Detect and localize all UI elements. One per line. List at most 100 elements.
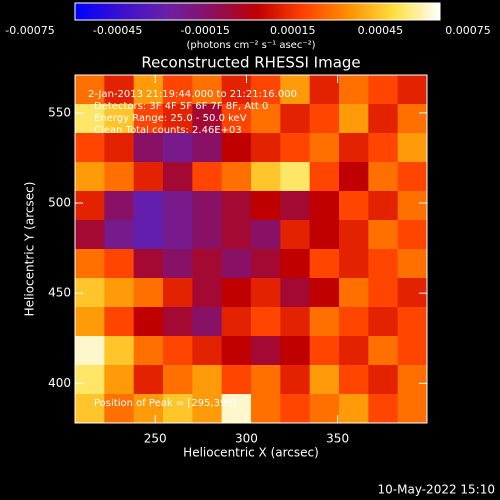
colorbar <box>74 2 441 21</box>
heatmap-cell <box>192 104 223 134</box>
heatmap-cell <box>104 336 135 366</box>
heatmap-cell <box>75 75 105 105</box>
heatmap-cell <box>397 394 428 424</box>
heatmap-cell <box>163 191 193 221</box>
heatmap-cell <box>251 133 281 163</box>
heatmap-cell <box>221 133 252 163</box>
x-tick-label: 250 <box>144 432 167 446</box>
heatmap-cell <box>133 220 164 250</box>
heatmap-cell <box>192 365 223 395</box>
heatmap-cell <box>280 75 311 105</box>
heatmap-cell <box>163 278 193 308</box>
heatmap-cell <box>221 162 252 192</box>
heatmap-cell <box>104 162 135 192</box>
heatmap-cell <box>309 249 340 279</box>
heatmap-cell <box>368 104 399 134</box>
x-tick-label: 350 <box>326 432 349 446</box>
heatmap-cell <box>397 104 428 134</box>
heatmap-cell <box>133 191 164 221</box>
heatmap-cell <box>251 307 281 337</box>
colorbar-tick-label: -0.00045 <box>93 24 142 37</box>
heatmap-cell <box>104 365 135 395</box>
heatmap-cell <box>104 394 135 424</box>
heatmap-cell <box>251 220 281 250</box>
heatmap-cell <box>192 75 223 105</box>
heatmap-cell <box>309 133 340 163</box>
heatmap-cell <box>397 365 428 395</box>
heatmap-cell <box>251 75 281 105</box>
heatmap-cell <box>251 278 281 308</box>
plot-frame <box>74 74 428 424</box>
heatmap-cell <box>133 278 164 308</box>
heatmap-cell <box>339 220 369 250</box>
heatmap-cell <box>104 220 135 250</box>
heatmap-cell <box>280 191 311 221</box>
heatmap-cell <box>339 75 369 105</box>
heatmap-cell <box>397 133 428 163</box>
heatmap-cell <box>221 307 252 337</box>
heatmap-cell <box>280 104 311 134</box>
heatmap-cell <box>280 365 311 395</box>
heatmap-cell <box>192 336 223 366</box>
heatmap-cell <box>192 278 223 308</box>
heatmap-cell <box>309 307 340 337</box>
heatmap-cell <box>397 162 428 192</box>
heatmap-cell <box>75 220 105 250</box>
heatmap-cell <box>251 191 281 221</box>
heatmap-cell <box>104 133 135 163</box>
heatmap-cell <box>368 220 399 250</box>
peak-label: Position of Peak = [295,395] <box>94 398 237 409</box>
heatmap-cell <box>280 133 311 163</box>
heatmap-cell <box>368 249 399 279</box>
heatmap-cell <box>75 191 105 221</box>
colorbar-tick-label: -0.00015 <box>180 24 229 37</box>
heatmap-cell <box>75 307 105 337</box>
heatmap-cell <box>309 191 340 221</box>
heatmap-cell <box>397 220 428 250</box>
colorbar-tick-label: 0.00045 <box>358 24 404 37</box>
heatmap-cell <box>192 191 223 221</box>
heatmap-cell <box>397 191 428 221</box>
heatmap-cell <box>221 336 252 366</box>
heatmap-cell <box>368 336 399 366</box>
heatmap-cell <box>309 75 340 105</box>
heatmap-cell <box>163 336 193 366</box>
heatmap-cell <box>251 249 281 279</box>
heatmap-cell <box>104 75 135 105</box>
heatmap-cell <box>339 307 369 337</box>
heatmap-cell <box>221 191 252 221</box>
heatmap-cell <box>309 365 340 395</box>
heatmap-cell <box>163 220 193 250</box>
annotation: Energy Range: 25.0 - 50.0 keV <box>94 113 247 124</box>
heatmap-cell <box>133 307 164 337</box>
heatmap-cell <box>104 191 135 221</box>
heatmap-cell <box>368 307 399 337</box>
heatmap-cell <box>163 307 193 337</box>
heatmap-cell <box>104 278 135 308</box>
colorbar-tick-label: -0.00075 <box>5 24 54 37</box>
heatmap-cell <box>75 162 105 192</box>
heatmap-cell <box>368 191 399 221</box>
heatmap-cell <box>133 336 164 366</box>
heatmap-cell <box>192 394 223 424</box>
heatmap-cell <box>339 162 369 192</box>
x-axis-label: Heliocentric X (arcsec) <box>183 446 319 460</box>
heatmap-cell <box>192 249 223 279</box>
heatmap-cell <box>339 365 369 395</box>
heatmap-cell <box>104 104 135 134</box>
heatmap-cell <box>192 133 223 163</box>
heatmap-cell <box>339 249 369 279</box>
heatmap-cell <box>339 394 369 424</box>
heatmap-cell <box>368 278 399 308</box>
heatmap-cell <box>221 365 252 395</box>
heatmap-cell <box>133 162 164 192</box>
heatmap-cell <box>251 365 281 395</box>
heatmap-cell <box>251 394 281 424</box>
heatmap-cell <box>280 394 311 424</box>
heatmap-cell <box>339 278 369 308</box>
heatmap-cell <box>192 307 223 337</box>
heatmap-cell <box>368 365 399 395</box>
heatmap-cell <box>309 104 340 134</box>
heatmap-cell <box>163 249 193 279</box>
